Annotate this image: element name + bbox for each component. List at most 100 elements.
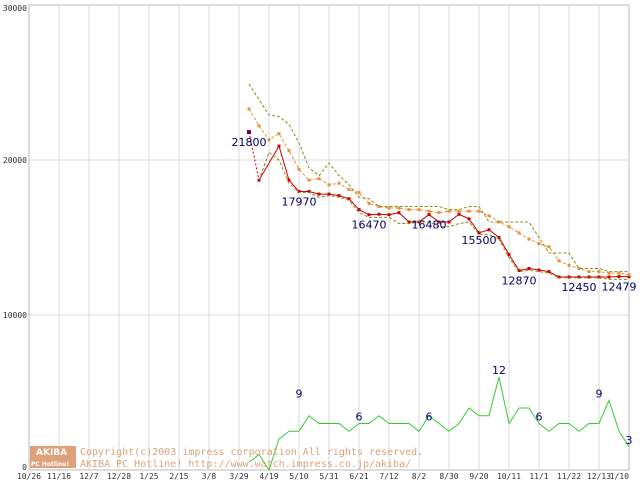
x-tick-label: 3/29	[229, 472, 248, 480]
point-average	[617, 271, 621, 275]
point-price	[447, 220, 451, 224]
x-tick-label: 5/31	[319, 472, 338, 480]
point-price	[557, 275, 561, 279]
point-average	[477, 209, 481, 213]
point-price	[437, 220, 441, 224]
price-data-label: 21800	[232, 136, 267, 149]
point-average	[247, 107, 251, 111]
point-average	[487, 214, 491, 218]
price-data-label: 17970	[282, 195, 317, 208]
point-average	[517, 231, 521, 235]
point-average	[367, 201, 371, 205]
point-average	[437, 211, 441, 215]
point-average	[407, 208, 411, 212]
point-price	[337, 194, 341, 198]
point-average	[607, 271, 611, 275]
shop-count-label: 3	[626, 434, 633, 447]
x-tick-label: 12/7	[79, 472, 98, 480]
akiba-logo-box-top	[30, 446, 76, 457]
x-tick-label: 5/10	[289, 472, 308, 480]
x-tick-label: 8/30	[439, 472, 458, 480]
point-price	[407, 220, 411, 224]
point-average	[627, 273, 631, 277]
x-tick-label: 4/19	[259, 472, 278, 480]
x-axis-ticks: 10/26 11/16 12/7 12/28 1/25 2/15 3/8 3/29 4/19 5/…	[17, 472, 629, 480]
point-price	[427, 213, 431, 217]
x-tick-label: 10/26	[17, 472, 41, 480]
point-average	[567, 263, 571, 267]
akiba-logo-top: AKIBA	[36, 448, 67, 458]
y-tick-label: 10000	[3, 311, 27, 320]
point-average	[527, 237, 531, 241]
x-tick-label: 11/22	[557, 472, 581, 480]
x-tick-label: 1/25	[139, 472, 158, 480]
point-price	[517, 269, 521, 273]
y-tick-label: 30000	[3, 4, 27, 13]
price-data-label: 16480	[412, 219, 447, 232]
point-average	[327, 183, 331, 187]
point-price	[607, 275, 611, 279]
point-price	[317, 192, 321, 196]
series-line-leadin	[248, 131, 260, 181]
x-tick-label: 11/16	[47, 472, 71, 480]
point-price	[507, 253, 511, 257]
series-line-high	[248, 83, 629, 273]
point-price	[547, 270, 551, 274]
point-price	[357, 208, 361, 212]
point-price	[277, 144, 281, 148]
point-average	[587, 270, 591, 274]
point-price	[567, 275, 571, 279]
shop-count-series	[248, 376, 630, 472]
shop-count-label: 6	[536, 411, 543, 424]
akiba-logo-bottom: PC Hotline!	[31, 461, 69, 468]
point-average	[397, 206, 401, 210]
shop-count-label: 9	[596, 387, 603, 400]
point-average	[347, 187, 351, 191]
y-tick-label: 0	[22, 463, 27, 472]
point-average	[277, 132, 281, 136]
data-labels: 21800 17970 16470 16480 15500 12870 12450 12479…	[232, 136, 637, 447]
point-average	[257, 124, 261, 128]
point-price	[347, 197, 351, 201]
x-tick-label: 11/1	[529, 472, 548, 480]
shop-count-label: 6	[356, 411, 363, 424]
point-average	[577, 267, 581, 270]
point-price	[477, 231, 481, 235]
y-axis-ticks: 0 10000 20000 30000	[3, 4, 27, 472]
point-price	[497, 236, 501, 239]
point-price	[487, 228, 491, 232]
point-price	[367, 213, 371, 217]
point-average	[267, 138, 271, 142]
point-price	[627, 275, 631, 279]
x-tick-label: 7/12	[379, 472, 398, 480]
point-average	[377, 205, 381, 208]
point-price	[397, 211, 401, 215]
shop-count-label: 12	[492, 364, 506, 377]
x-tick-label: 8/2	[412, 472, 427, 480]
point-leadin-start	[247, 130, 251, 135]
x-tick-label: 2/15	[169, 472, 188, 480]
point-price	[387, 213, 391, 217]
y-tick-label: 20000	[3, 156, 27, 165]
point-price	[467, 217, 471, 221]
x-tick-label: 12/28	[107, 472, 131, 480]
point-average	[537, 242, 541, 246]
x-tick-label: 12/13	[587, 472, 611, 480]
point-average	[337, 181, 341, 185]
point-average	[507, 225, 511, 229]
series-line-average	[248, 108, 630, 276]
point-average	[457, 209, 461, 213]
point-average	[307, 178, 311, 182]
point-price	[537, 268, 541, 272]
point-average	[297, 167, 301, 171]
point-price	[307, 189, 311, 193]
point-average	[597, 270, 601, 274]
x-tick-label: 10/11	[497, 472, 521, 480]
x-tick-label: 6/21	[349, 472, 368, 480]
point-average	[497, 220, 501, 224]
price-data-label: 15500	[462, 234, 497, 247]
point-price	[577, 275, 581, 279]
point-price	[597, 275, 601, 279]
